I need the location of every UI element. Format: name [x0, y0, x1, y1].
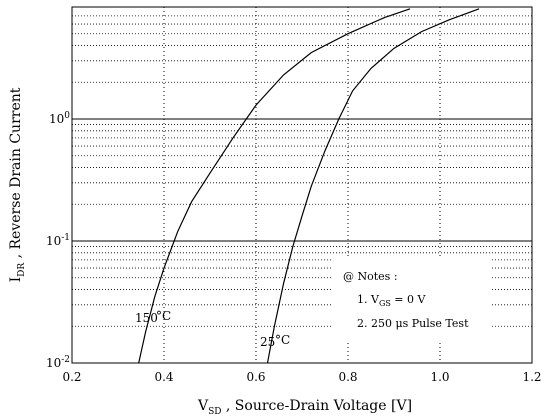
x-tick-label: 0.2 [62, 370, 81, 384]
tick-labels: 0.2 0.4 0.6 0.8 1.0 1.2 10-2 10-1 100 [46, 111, 542, 384]
curve-label-25c: 25 °C [260, 333, 290, 349]
x-tick-label: 0.8 [338, 370, 357, 384]
notes-box [333, 258, 491, 341]
svg-text:°C: °C [156, 309, 171, 323]
y-tick-label: 10-2 [46, 355, 70, 370]
y-tick-label: 10-1 [46, 233, 70, 248]
curve-label-150c: 150 °C [135, 309, 171, 325]
plot-frame [71, 6, 533, 364]
x-tick-label: 1.0 [430, 370, 449, 384]
svg-text:25: 25 [260, 335, 275, 349]
x-tick-label: 1.2 [522, 370, 541, 384]
y-axis-label: IDR , Reverse Drain Current [8, 87, 27, 282]
x-tick-label: 0.6 [246, 370, 265, 384]
notes-title: @ Notes : [343, 270, 398, 283]
y-tick-label: 100 [49, 111, 70, 126]
x-axis-label: VSD , Source-Drain Voltage [V] [197, 398, 412, 417]
x-tick-label: 0.4 [154, 370, 173, 384]
note-2: 2. 250 μs Pulse Test [357, 317, 469, 330]
svg-text:°C: °C [275, 333, 290, 347]
note-1: 1. VGS = 0 V [357, 293, 427, 308]
series-layer [138, 8, 480, 364]
series-line-1 [266, 8, 480, 364]
svg-text:150: 150 [135, 311, 158, 325]
series-line-0 [138, 8, 411, 364]
